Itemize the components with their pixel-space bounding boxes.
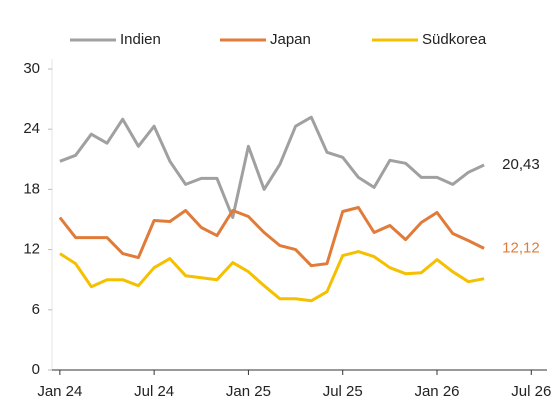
y-tick-label: 0 xyxy=(32,361,40,378)
y-tick-label: 12 xyxy=(23,241,40,258)
x-tick-label: Jan 25 xyxy=(226,383,271,400)
y-tick-label: 6 xyxy=(32,301,40,318)
end-label: 20,43 xyxy=(502,156,540,173)
series-line xyxy=(59,250,485,303)
series-line xyxy=(58,206,485,268)
y-tick-label: 30 xyxy=(23,60,40,77)
legend-label: Südkorea xyxy=(422,31,487,48)
x-tick-label: Jan 24 xyxy=(37,383,82,400)
legend-label: Japan xyxy=(270,31,311,48)
end-label: 12,12 xyxy=(502,239,540,256)
y-tick-label: 18 xyxy=(23,180,40,197)
x-tick-label: Jul 25 xyxy=(323,383,363,400)
x-tick-label: Jan 26 xyxy=(414,383,459,400)
x-tick-label: Jul 24 xyxy=(134,383,174,400)
series-line xyxy=(59,115,485,219)
x-tick-label: Jul 26 xyxy=(511,383,551,400)
legend-label: Indien xyxy=(120,31,161,48)
y-tick-label: 24 xyxy=(23,120,40,137)
